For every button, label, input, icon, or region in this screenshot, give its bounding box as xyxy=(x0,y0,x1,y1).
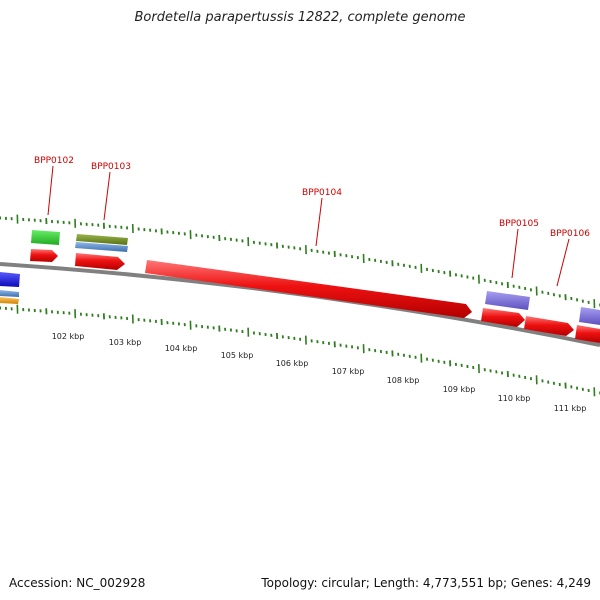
gene-red-edge[interactable] xyxy=(575,325,600,343)
gene-bpp0105[interactable] xyxy=(481,308,525,327)
scale-label-104kbp: 104 kbp xyxy=(165,344,198,353)
gene-labels: BPP0102 BPP0103 BPP0104 BPP0105 BPP0106 xyxy=(34,156,590,239)
genome-summary-text: Topology: circular; Length: 4,773,551 bp… xyxy=(261,576,591,590)
gene-label-bpp0103[interactable]: BPP0103 xyxy=(91,162,131,172)
gene-features xyxy=(0,230,600,343)
gene-label-bpp0104[interactable]: BPP0104 xyxy=(302,188,342,198)
scale-label-111kbp: 111 kbp xyxy=(554,404,587,413)
scale-label-105kbp: 105 kbp xyxy=(221,351,254,360)
gene-bpp0103[interactable] xyxy=(75,253,125,270)
gene-purple-feature[interactable] xyxy=(485,291,530,310)
gene-steel-edge[interactable] xyxy=(0,290,19,297)
leader-bpp0104 xyxy=(315,197,323,247)
gene-blue-edge[interactable] xyxy=(0,272,20,287)
scale-label-103kbp: 103 kbp xyxy=(109,338,142,347)
scale-label-106kbp: 106 kbp xyxy=(276,359,309,368)
scale-label-107kbp: 107 kbp xyxy=(332,367,365,376)
scale-label-108kbp: 108 kbp xyxy=(387,376,420,385)
leader-bpp0102 xyxy=(47,165,54,216)
gene-bpp0106[interactable] xyxy=(524,316,574,336)
leader-bpp0103 xyxy=(103,171,111,221)
page-title: Bordetella parapertussis 12822, complete… xyxy=(134,10,466,25)
scale-labels: 102 kbp 103 kbp 104 kbp 105 kbp 106 kbp … xyxy=(52,332,587,413)
leader-bpp0106 xyxy=(556,238,570,287)
scale-label-109kbp: 109 kbp xyxy=(443,385,476,394)
label-leader-lines xyxy=(47,165,570,287)
gene-label-bpp0105[interactable]: BPP0105 xyxy=(499,219,539,229)
gene-bpp0104[interactable] xyxy=(145,260,472,318)
gene-steel-feature[interactable] xyxy=(75,242,128,252)
scale-label-110kbp: 110 kbp xyxy=(498,394,531,403)
scale-label-102kbp: 102 kbp xyxy=(52,332,85,341)
gene-orange-edge[interactable] xyxy=(0,297,19,304)
accession-text: Accession: NC_002928 xyxy=(9,576,146,590)
tick-marks xyxy=(0,214,600,397)
gene-purple-edge[interactable] xyxy=(579,307,600,325)
gene-label-bpp0106[interactable]: BPP0106 xyxy=(550,229,590,239)
gene-green-feature[interactable] xyxy=(31,230,60,245)
leader-bpp0105 xyxy=(511,228,519,279)
gene-olive-feature[interactable] xyxy=(76,234,128,245)
gene-label-bpp0102[interactable]: BPP0102 xyxy=(34,156,74,166)
gene-bpp0102[interactable] xyxy=(30,249,58,262)
